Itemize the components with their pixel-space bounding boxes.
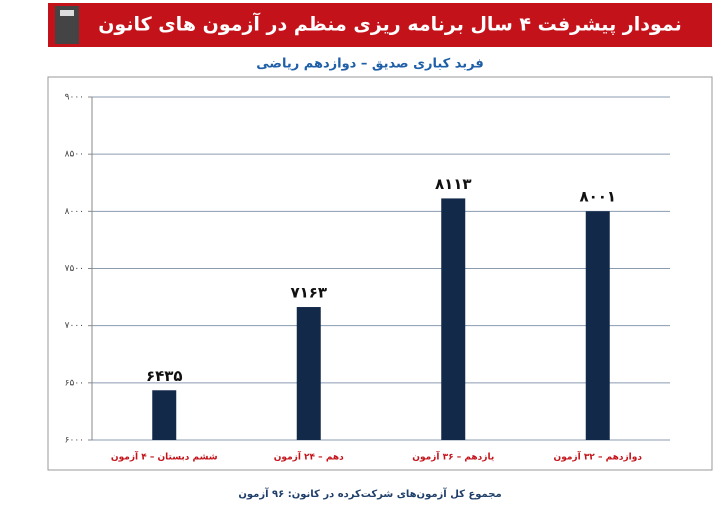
bar [585,211,610,440]
value-label: ۷۱۶۳ [290,284,327,302]
y-tick-label: ۸۵۰۰ [65,150,84,160]
x-tick-label: دهم – ۲۴ آزمون [274,451,344,463]
bar [296,307,321,440]
chart-subtitle: فربد کباری صدیق – دوازدهم ریاضی [256,57,483,72]
x-tick-label: دوازدهم – ۳۲ آزمون [554,451,643,463]
y-tick-label: ۶۵۰۰ [65,378,84,388]
value-label: ۸۱۱۳ [435,175,472,193]
value-label: ۸۰۰۱ [579,188,616,206]
y-tick-label: ۷۵۰۰ [65,264,84,274]
logo-detail [60,10,74,16]
x-tick-label: ششم دبستان – ۴ آزمون [111,451,218,463]
x-tick-label: یازدهم – ۳۶ آزمون [412,451,494,463]
plot-frame [47,76,713,471]
y-tick-label: ۶۰۰۰ [65,436,84,446]
y-tick-label: ۷۰۰۰ [65,321,84,331]
value-label: ۶۴۳۵ [146,367,183,385]
chart-title: نمودار پیشرفت ۴ سال برنامه ریزی منظم در … [98,12,682,36]
title-banner [48,3,712,47]
footnote: مجموع کل آزمون‌های شرکت‌کرده در کانون: ۹… [238,487,501,500]
bar [152,390,177,440]
y-tick-label: ۸۰۰۰ [65,207,84,217]
bar [441,198,466,440]
y-tick-label: ۹۰۰۰ [65,93,84,103]
